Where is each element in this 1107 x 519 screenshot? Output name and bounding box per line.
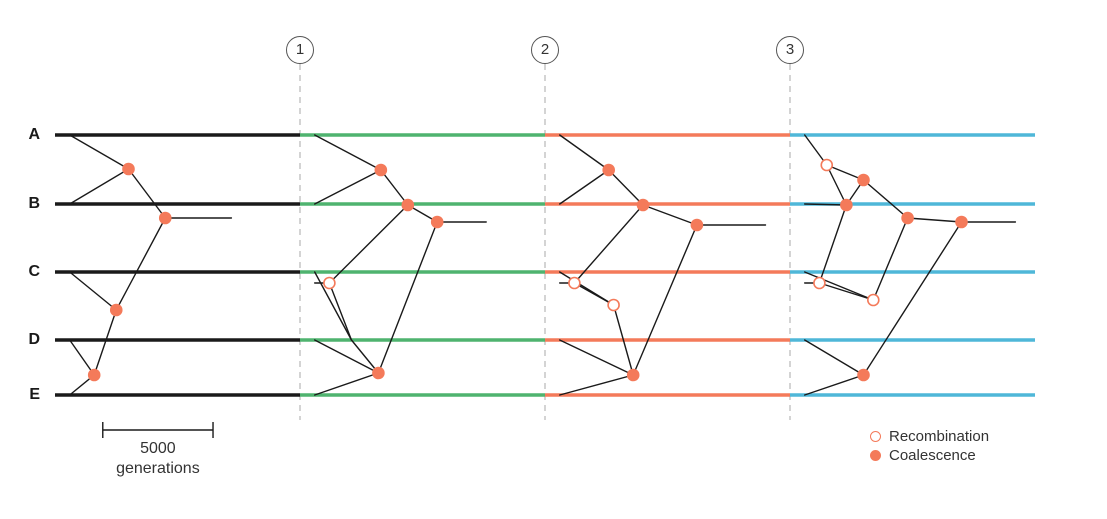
- legend-label-recombination: Recombination: [889, 428, 989, 445]
- diagram-container: A B C D E 1 2 3 5000 generations Recombi…: [0, 0, 1107, 519]
- legend-row-coalescence: Coalescence: [870, 447, 989, 464]
- panel-badge-3: 3: [776, 36, 804, 64]
- legend-label-coalescence: Coalescence: [889, 447, 976, 464]
- row-label-A: A: [0, 126, 40, 144]
- scalebar-label-1: 5000: [140, 440, 176, 458]
- legend: Recombination Coalescence: [870, 428, 989, 466]
- coalescence-icon: [870, 450, 881, 461]
- panel-badge-1: 1: [286, 36, 314, 64]
- row-label-B: B: [0, 195, 40, 213]
- row-label-E: E: [0, 386, 40, 404]
- legend-row-recombination: Recombination: [870, 428, 989, 445]
- recombination-icon: [870, 431, 881, 442]
- row-label-D: D: [0, 331, 40, 349]
- panel-badge-2: 2: [531, 36, 559, 64]
- row-label-C: C: [0, 263, 40, 281]
- scalebar-label-2: generations: [116, 460, 200, 478]
